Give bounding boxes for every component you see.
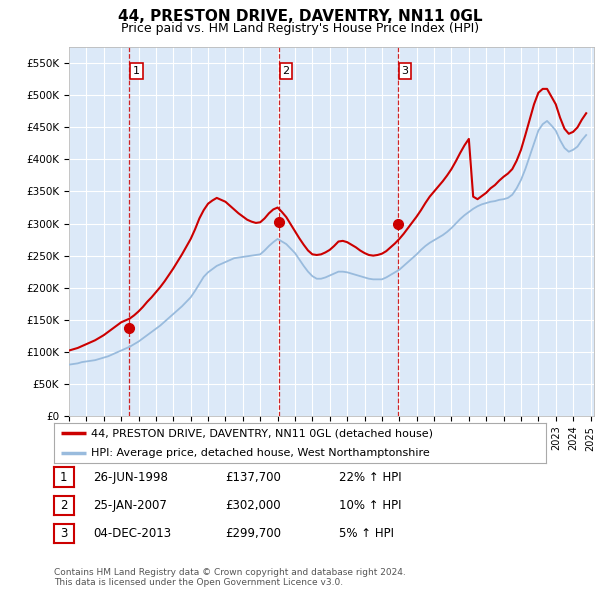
Text: 26-JUN-1998: 26-JUN-1998	[93, 471, 168, 484]
Text: 22% ↑ HPI: 22% ↑ HPI	[339, 471, 401, 484]
Text: 2: 2	[283, 66, 289, 76]
Text: HPI: Average price, detached house, West Northamptonshire: HPI: Average price, detached house, West…	[91, 448, 430, 458]
Text: 3: 3	[401, 66, 409, 76]
Text: 25-JAN-2007: 25-JAN-2007	[93, 499, 167, 512]
Text: Contains HM Land Registry data © Crown copyright and database right 2024.
This d: Contains HM Land Registry data © Crown c…	[54, 568, 406, 587]
Text: Price paid vs. HM Land Registry's House Price Index (HPI): Price paid vs. HM Land Registry's House …	[121, 22, 479, 35]
Text: 5% ↑ HPI: 5% ↑ HPI	[339, 527, 394, 540]
Text: £137,700: £137,700	[225, 471, 281, 484]
Text: 1: 1	[133, 66, 140, 76]
Text: 04-DEC-2013: 04-DEC-2013	[93, 527, 171, 540]
Text: 44, PRESTON DRIVE, DAVENTRY, NN11 0GL (detached house): 44, PRESTON DRIVE, DAVENTRY, NN11 0GL (d…	[91, 428, 433, 438]
Text: 44, PRESTON DRIVE, DAVENTRY, NN11 0GL: 44, PRESTON DRIVE, DAVENTRY, NN11 0GL	[118, 9, 482, 24]
Text: 1: 1	[60, 470, 68, 484]
Text: £299,700: £299,700	[225, 527, 281, 540]
Text: 3: 3	[60, 527, 68, 540]
Text: £302,000: £302,000	[225, 499, 281, 512]
Text: 10% ↑ HPI: 10% ↑ HPI	[339, 499, 401, 512]
Text: 2: 2	[60, 499, 68, 512]
